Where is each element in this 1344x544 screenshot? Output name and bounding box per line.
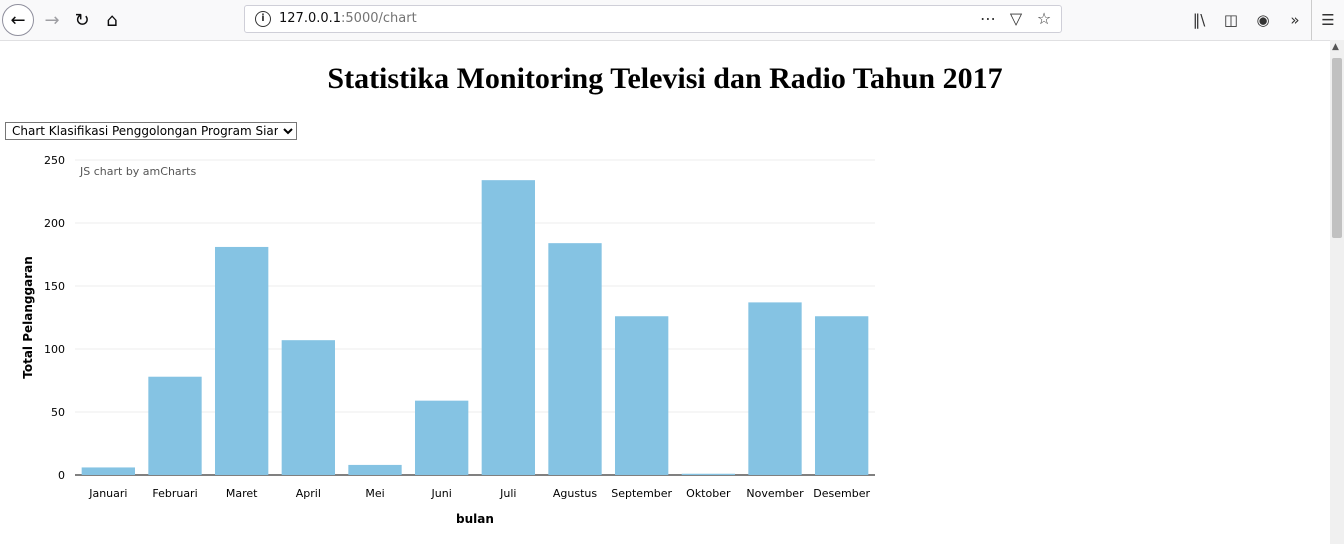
bar: [481, 180, 535, 475]
x-tick-label: Februari: [152, 487, 197, 500]
library-icon[interactable]: ‖\: [1192, 11, 1206, 29]
y-tick-label: 250: [44, 154, 65, 167]
x-tick-label: Oktober: [686, 487, 731, 500]
vertical-scrollbar[interactable]: ▲: [1330, 40, 1344, 544]
x-axis-title: bulan: [456, 512, 494, 526]
y-tick-label: 200: [44, 217, 65, 230]
forward-arrow-icon[interactable]: →: [44, 9, 60, 31]
y-axis-title: Total Pelanggaran: [21, 256, 35, 378]
account-icon[interactable]: ◉: [1256, 11, 1270, 29]
menu-icon[interactable]: ☰: [1311, 0, 1344, 40]
x-tick-label: Desember: [813, 487, 870, 500]
bar: [148, 376, 202, 475]
x-tick-label: April: [296, 487, 321, 500]
x-tick-label: Juli: [499, 487, 516, 500]
bar: [81, 467, 135, 475]
bar-chart: 0 50 100 150 200 250 JS chart by amCharts Janua…: [21, 154, 875, 526]
url-path: :5000/chart: [341, 11, 417, 26]
home-icon[interactable]: ⌂: [106, 9, 118, 31]
back-arrow-icon[interactable]: ←: [2, 4, 34, 36]
scroll-thumb[interactable]: [1332, 58, 1342, 238]
sidebar-icon[interactable]: ◫: [1223, 11, 1239, 29]
url-text[interactable]: 127.0.0.1:5000/chart: [279, 11, 417, 26]
overflow-icon[interactable]: »: [1290, 11, 1300, 29]
y-tick-label: 100: [44, 343, 65, 356]
y-tick-label: 0: [58, 469, 65, 482]
bar: [548, 243, 602, 475]
x-tick-label: Mei: [365, 487, 384, 500]
x-tick-label: Maret: [226, 487, 258, 500]
x-tick-label: November: [746, 487, 804, 500]
scroll-up-icon[interactable]: ▲: [1332, 42, 1339, 52]
address-bar[interactable]: i 127.0.0.1:5000/chart ⋯ ▽ ☆: [244, 5, 1062, 33]
x-tick-label: September: [611, 487, 672, 500]
reload-icon[interactable]: ↻: [74, 9, 90, 31]
y-tick-label: 150: [44, 280, 65, 293]
page-actions-icon[interactable]: ⋯: [980, 9, 996, 28]
pocket-icon[interactable]: ▽: [1009, 9, 1023, 28]
x-tick-label: Juni: [431, 487, 452, 500]
bar: [348, 464, 402, 475]
bar: [615, 316, 669, 475]
bar: [815, 316, 869, 475]
url-host: 127.0.0.1: [279, 11, 342, 26]
browser-toolbar: ← → ↻ ⌂ i 127.0.0.1:5000/chart ⋯ ▽ ☆ ‖\ …: [0, 0, 1344, 41]
bar: [748, 302, 802, 475]
x-tick-label: Januari: [88, 487, 127, 500]
bar: [681, 473, 735, 475]
bookmark-star-icon[interactable]: ☆: [1036, 9, 1052, 28]
bar: [281, 340, 335, 475]
y-tick-label: 50: [51, 406, 65, 419]
x-tick-label: Agustus: [553, 487, 597, 500]
bar: [215, 246, 269, 475]
bar: [415, 400, 469, 475]
info-icon[interactable]: i: [255, 11, 271, 27]
page-title: Statistika Monitoring Televisi dan Radio…: [327, 62, 1003, 95]
chart-credit: JS chart by amCharts: [79, 165, 196, 178]
chart-type-select[interactable]: Chart Klasifikasi Penggolongan Program S…: [5, 122, 297, 140]
